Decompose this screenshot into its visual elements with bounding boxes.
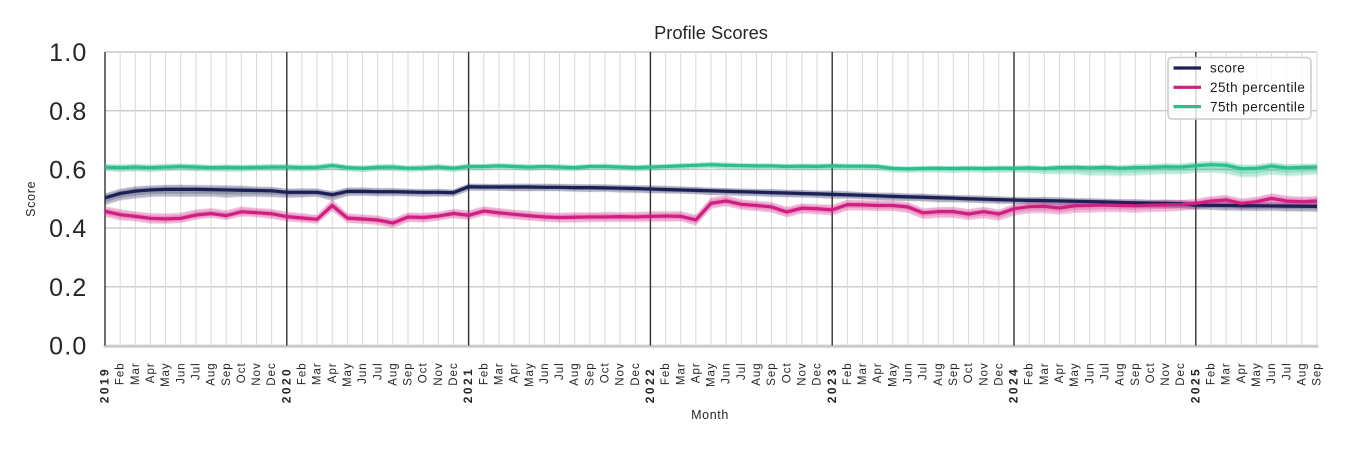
- svg-text:Feb: Feb: [478, 362, 490, 385]
- svg-text:25th percentile: 25th percentile: [1210, 80, 1305, 95]
- svg-text:Feb: Feb: [1024, 362, 1036, 385]
- svg-text:0.6: 0.6: [49, 157, 87, 185]
- svg-text:Aug: Aug: [1115, 362, 1127, 385]
- svg-text:Sep: Sep: [948, 362, 960, 385]
- svg-text:Jul: Jul: [191, 362, 203, 380]
- svg-text:Sep: Sep: [1130, 362, 1142, 385]
- svg-text:Jun: Jun: [1084, 362, 1096, 384]
- svg-text:2021: 2021: [461, 367, 475, 403]
- svg-text:Profile Scores: Profile Scores: [654, 22, 768, 43]
- svg-text:0.0: 0.0: [49, 333, 87, 361]
- svg-text:Mar: Mar: [1039, 362, 1051, 385]
- svg-text:Sep: Sep: [221, 362, 233, 385]
- svg-text:Sep: Sep: [766, 362, 778, 385]
- svg-text:Apr: Apr: [327, 362, 339, 383]
- svg-text:May: May: [1251, 362, 1263, 387]
- svg-text:Oct: Oct: [1145, 362, 1157, 383]
- svg-text:Feb: Feb: [297, 362, 309, 385]
- svg-text:Jun: Jun: [539, 362, 551, 384]
- svg-text:Aug: Aug: [206, 362, 218, 385]
- svg-text:Oct: Oct: [600, 362, 612, 383]
- svg-text:Dec: Dec: [812, 362, 824, 385]
- svg-text:2019: 2019: [98, 367, 112, 403]
- svg-text:Apr: Apr: [690, 362, 702, 383]
- svg-text:Feb: Feb: [842, 362, 854, 385]
- svg-text:0.8: 0.8: [49, 98, 87, 126]
- svg-text:Sep: Sep: [403, 362, 415, 385]
- svg-text:Sep: Sep: [1312, 362, 1324, 385]
- svg-text:score: score: [1210, 61, 1245, 76]
- svg-text:2024: 2024: [1007, 367, 1021, 403]
- svg-text:Aug: Aug: [933, 362, 945, 385]
- svg-text:Mar: Mar: [675, 362, 687, 385]
- svg-text:Feb: Feb: [1206, 362, 1218, 385]
- svg-text:2025: 2025: [1188, 367, 1202, 403]
- svg-text:Feb: Feb: [660, 362, 672, 385]
- svg-text:Month: Month: [691, 408, 729, 422]
- svg-text:2022: 2022: [643, 367, 657, 403]
- svg-text:Jul: Jul: [554, 362, 566, 380]
- svg-text:Mar: Mar: [312, 362, 324, 385]
- svg-text:Mar: Mar: [130, 362, 142, 385]
- svg-text:Dec: Dec: [448, 362, 460, 385]
- svg-text:Dec: Dec: [993, 362, 1005, 385]
- svg-text:Oct: Oct: [781, 362, 793, 383]
- svg-text:Dec: Dec: [1175, 362, 1187, 385]
- svg-text:Sep: Sep: [584, 362, 596, 385]
- svg-text:Aug: Aug: [751, 362, 763, 385]
- svg-text:2020: 2020: [279, 367, 293, 403]
- svg-text:Feb: Feb: [115, 362, 127, 385]
- svg-text:Dec: Dec: [630, 362, 642, 385]
- svg-text:Mar: Mar: [1221, 362, 1233, 385]
- svg-text:75th percentile: 75th percentile: [1210, 99, 1305, 114]
- svg-text:Jul: Jul: [918, 362, 930, 380]
- svg-text:Nov: Nov: [1160, 362, 1172, 385]
- svg-text:May: May: [706, 362, 718, 387]
- svg-text:May: May: [887, 362, 899, 387]
- svg-text:Jun: Jun: [721, 362, 733, 384]
- svg-text:Oct: Oct: [963, 362, 975, 383]
- svg-text:Oct: Oct: [236, 362, 248, 383]
- svg-text:Dec: Dec: [266, 362, 278, 385]
- svg-text:Apr: Apr: [145, 362, 157, 383]
- svg-text:Mar: Mar: [857, 362, 869, 385]
- svg-text:May: May: [342, 362, 354, 387]
- svg-text:Apr: Apr: [1236, 362, 1248, 383]
- svg-text:Jun: Jun: [903, 362, 915, 384]
- svg-text:Aug: Aug: [569, 362, 581, 385]
- svg-text:Apr: Apr: [1054, 362, 1066, 383]
- svg-text:Nov: Nov: [797, 362, 809, 385]
- svg-text:Jun: Jun: [357, 362, 369, 384]
- svg-text:Aug: Aug: [1296, 362, 1308, 385]
- svg-text:Score: Score: [24, 181, 38, 217]
- svg-text:Apr: Apr: [509, 362, 521, 383]
- svg-text:Jul: Jul: [1281, 362, 1293, 380]
- svg-text:Aug: Aug: [387, 362, 399, 385]
- svg-text:Oct: Oct: [418, 362, 430, 383]
- svg-text:Apr: Apr: [872, 362, 884, 383]
- svg-text:May: May: [524, 362, 536, 387]
- svg-text:May: May: [160, 362, 172, 387]
- svg-text:Nov: Nov: [978, 362, 990, 385]
- svg-text:Nov: Nov: [615, 362, 627, 385]
- svg-text:Nov: Nov: [433, 362, 445, 385]
- svg-text:0.4: 0.4: [49, 215, 87, 243]
- svg-text:1.0: 1.0: [49, 39, 87, 67]
- svg-text:Mar: Mar: [494, 362, 506, 385]
- svg-text:0.2: 0.2: [49, 274, 87, 302]
- svg-text:Jul: Jul: [372, 362, 384, 380]
- svg-text:Jun: Jun: [175, 362, 187, 384]
- svg-text:Jun: Jun: [1266, 362, 1278, 384]
- svg-text:2023: 2023: [825, 367, 839, 403]
- svg-text:May: May: [1069, 362, 1081, 387]
- svg-text:Nov: Nov: [251, 362, 263, 385]
- svg-text:Jul: Jul: [1100, 362, 1112, 380]
- svg-text:Jul: Jul: [736, 362, 748, 380]
